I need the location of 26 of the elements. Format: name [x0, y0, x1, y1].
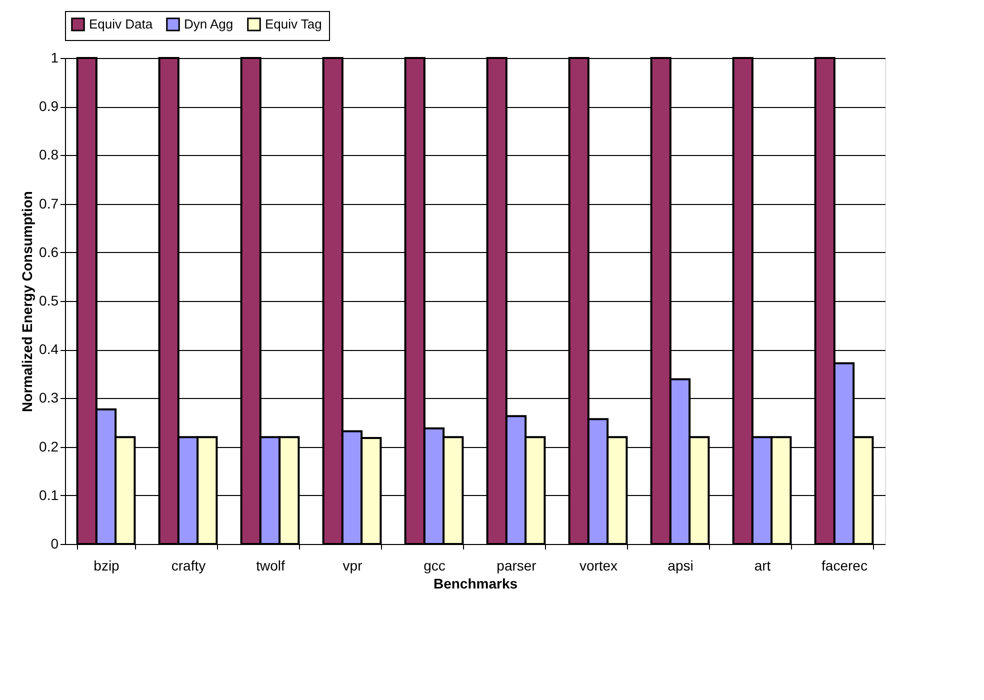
- x-tick-label: vortex: [579, 558, 618, 574]
- y-tick-label: 0.4: [39, 341, 59, 358]
- x-tick-label: gcc: [424, 558, 446, 574]
- legend-label: Equiv Data: [89, 16, 154, 32]
- y-tick-label: 0.6: [39, 244, 59, 260]
- y-tick-label: 0.2: [39, 438, 59, 454]
- x-tick-label: twolf: [256, 558, 285, 574]
- y-axis-title: Normalized Energy Consumption: [19, 191, 36, 412]
- x-tick-label: bzip: [94, 558, 120, 574]
- y-tick-label: 0: [50, 536, 59, 552]
- x-tick-label: art: [754, 558, 771, 574]
- x-tick-label: parser: [496, 558, 537, 574]
- x-tick-label: crafty: [171, 558, 206, 574]
- y-tick-label: 0.5: [39, 292, 59, 308]
- x-tick-label: vpr: [342, 558, 363, 574]
- x-axis-title: Benchmarks: [433, 576, 518, 592]
- x-tick-label: apsi: [668, 558, 694, 574]
- legend-label: Dyn Agg: [184, 16, 234, 32]
- y-tick-label: 0.8: [39, 146, 59, 163]
- x-tick-label: facerec: [822, 558, 868, 574]
- y-tick-label: 0.1: [39, 486, 59, 503]
- y-tick-label: 0.7: [39, 195, 59, 212]
- y-tick-label: 0.3: [39, 390, 59, 406]
- legend-label: Equiv Tag: [265, 16, 322, 32]
- y-tick-label: 1: [50, 50, 59, 66]
- y-tick-label: 0.9: [39, 98, 59, 114]
